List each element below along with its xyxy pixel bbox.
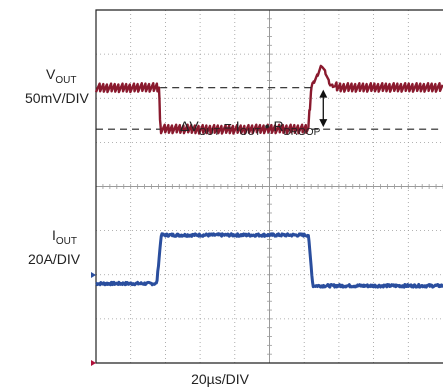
plot-annotations (96, 87, 443, 130)
plot-traces (94, 64, 443, 289)
droop-arrow-head-up (319, 89, 328, 98)
vout-scale-label: 50mV/DIV (25, 90, 89, 106)
iout-label: IOUT (52, 227, 77, 247)
vout-trace (94, 64, 443, 135)
trigger-marker (91, 360, 96, 366)
time-scale-label: 20µs/DIV (191, 371, 250, 387)
droop-arrow-head-down (319, 119, 328, 128)
plot-frame (95, 9, 443, 364)
droop-equation: ΔVOUT = IOUT • RDROOP (180, 118, 321, 138)
vout-label: VOUT (46, 66, 76, 86)
iout-trace (95, 232, 443, 289)
plot-grid (95, 9, 443, 364)
iout-scale-label: 20A/DIV (28, 251, 81, 267)
iout-ground-marker (91, 272, 96, 278)
